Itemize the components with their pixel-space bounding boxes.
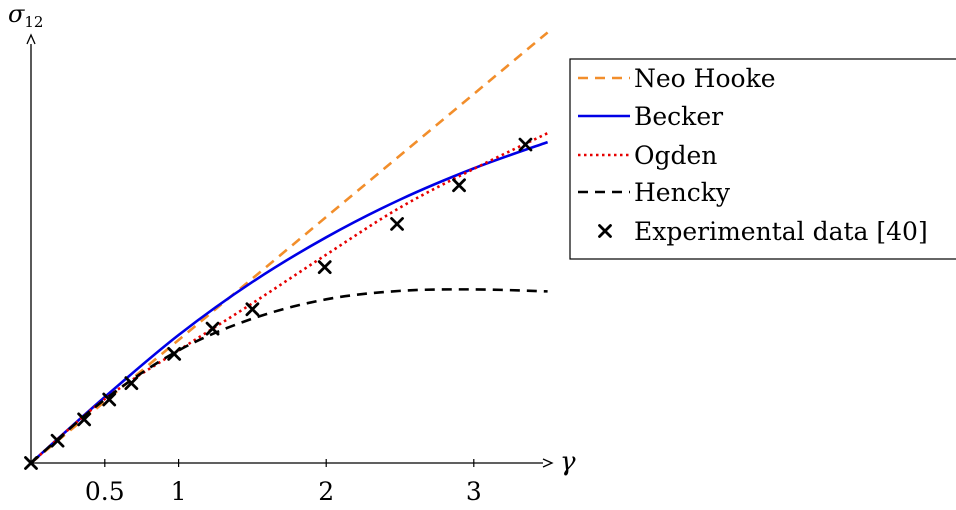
data-point-marker: [390, 217, 404, 231]
series-line: [30, 288, 548, 464]
series-line: [30, 131, 549, 464]
legend-marker: [598, 224, 612, 238]
legend-label: Becker: [634, 102, 723, 131]
data-point-marker: [245, 302, 260, 317]
y-axis-label-sub: 12: [24, 13, 43, 31]
legend: Neo Hooke Becker Ogden Hencky Experimental d…: [569, 58, 956, 260]
x-axis-label: γ: [560, 447, 576, 477]
legend-label: Experimental data [40]: [634, 217, 928, 246]
data-point-marker: [77, 412, 92, 427]
legend-box: [569, 58, 956, 260]
x-tick-label: 0.5: [85, 477, 125, 506]
x-ticks: 0.5 1 2 3: [85, 459, 482, 506]
data-point-marker: [50, 433, 65, 448]
x-tick-label: 2: [318, 477, 334, 506]
legend-label: Neo Hooke: [634, 64, 776, 93]
legend-label: Hencky: [634, 178, 731, 207]
y-axis-label-main: σ: [8, 0, 25, 28]
x-axis-arrow: [542, 458, 554, 468]
y-axis-arrow: [26, 33, 36, 45]
data-point-marker: [167, 346, 182, 361]
data-point-marker: [205, 321, 220, 336]
data-point-marker: [452, 178, 466, 193]
x-tick-label: 3: [466, 477, 482, 506]
axes: γ σ12: [8, 0, 576, 477]
data-point-marker: [518, 137, 533, 152]
data-point-marker: [124, 376, 139, 391]
x-tick-label: 1: [171, 477, 187, 506]
series-line: [30, 140, 549, 464]
legend-label: Ogden: [634, 141, 717, 170]
data-point-marker: [102, 392, 117, 407]
plot-area: [24, 31, 549, 470]
y-axis-label: σ12: [8, 0, 43, 31]
data-point-marker: [317, 260, 332, 274]
